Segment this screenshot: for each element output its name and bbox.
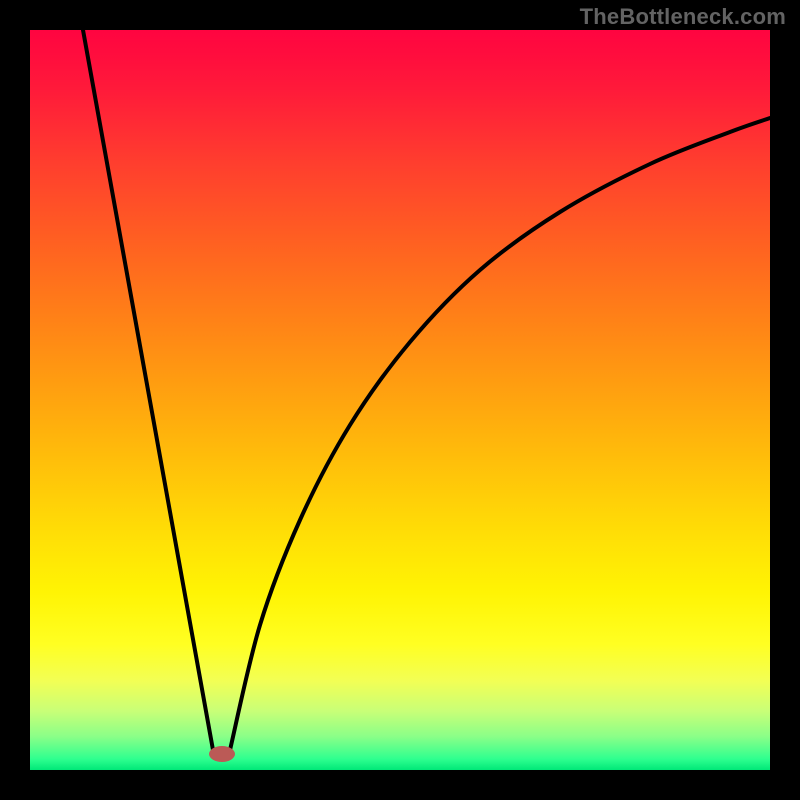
attribution-text: TheBottleneck.com: [580, 4, 786, 30]
chart-frame: TheBottleneck.com: [0, 0, 800, 800]
chart-background: [30, 30, 770, 770]
chart-svg: [30, 30, 770, 770]
valley-marker: [209, 746, 235, 762]
plot-area: [30, 30, 770, 770]
